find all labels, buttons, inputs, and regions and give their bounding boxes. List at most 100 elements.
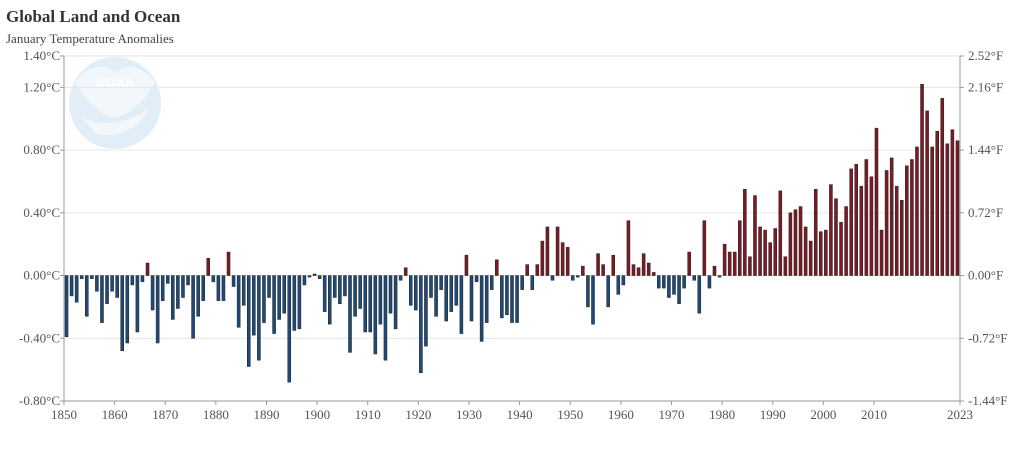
- bar-2014: [894, 185, 899, 276]
- bar-1936: [500, 275, 504, 319]
- bar-1974: [692, 275, 697, 281]
- bar-1881: [221, 275, 226, 301]
- bar-1981: [727, 251, 732, 276]
- bar-1892: [277, 275, 281, 320]
- bar-1978: [712, 265, 717, 276]
- bar-2000: [824, 229, 828, 276]
- bar-1864: [135, 275, 140, 333]
- bar-1928: [459, 275, 464, 334]
- bar-1853: [79, 275, 84, 279]
- bar-2005: [849, 168, 853, 276]
- bar-1858: [105, 275, 109, 305]
- bar-2001: [829, 184, 833, 276]
- y-tick-label-left: 0.00°C: [23, 268, 60, 283]
- bar-1965: [646, 262, 651, 276]
- bar-1944: [540, 240, 545, 276]
- bar-1875: [191, 275, 195, 339]
- bar-2012: [884, 170, 889, 276]
- bar-1998: [813, 189, 818, 276]
- y-tick-label-left: 0.80°C: [23, 142, 60, 157]
- bar-1882: [226, 251, 231, 276]
- bar-1857: [100, 275, 104, 323]
- bar-1938: [510, 275, 514, 323]
- bar-1984: [743, 189, 747, 276]
- bar-1876: [196, 275, 200, 317]
- bar-2024: [945, 143, 950, 276]
- y-tick-label-right: 0.00°F: [968, 268, 1003, 283]
- bar-1950: [570, 275, 575, 281]
- bar-1904: [338, 275, 342, 305]
- bar-1940: [520, 275, 524, 290]
- bar-2025: [950, 129, 955, 276]
- y-tick-label-left: 1.20°C: [23, 79, 60, 94]
- bar-1973: [687, 251, 691, 276]
- x-tick-label: 1870: [152, 407, 178, 422]
- bar-2023: [940, 98, 945, 276]
- bar-1903: [333, 275, 337, 298]
- bar-2011: [879, 229, 884, 276]
- x-tick-label: 1910: [355, 407, 381, 422]
- bar-1851: [69, 275, 74, 297]
- bar-1952: [581, 265, 585, 276]
- bar-1919: [414, 275, 418, 311]
- bar-1855: [90, 275, 94, 279]
- bar-1983: [738, 220, 742, 276]
- bar-1897: [302, 275, 307, 286]
- bar-2013: [889, 157, 894, 276]
- y-tick-label-left: -0.40°C: [19, 330, 60, 345]
- bar-1997: [808, 240, 813, 276]
- bar-1980: [722, 243, 727, 276]
- bar-1941: [525, 264, 529, 276]
- bar-2022: [935, 131, 939, 276]
- bar-1931: [474, 275, 479, 283]
- bar-1874: [186, 275, 190, 286]
- x-tick-label: 1850: [51, 407, 77, 422]
- bar-1999: [819, 231, 823, 276]
- bar-1902: [327, 275, 332, 325]
- y-tick-label-left: 1.40°C: [23, 48, 60, 63]
- bar-2008: [864, 159, 869, 276]
- y-tick-label-left: -0.80°C: [19, 393, 60, 408]
- bar-2018: [915, 146, 919, 276]
- bar-2010: [874, 127, 879, 276]
- bar-1912: [378, 275, 383, 325]
- y-tick-label-right: 0.72°F: [968, 205, 1003, 220]
- bar-1971: [677, 275, 681, 305]
- x-tick-label: 2000: [810, 407, 836, 422]
- x-tick-label: 1940: [507, 407, 533, 422]
- bar-1991: [778, 190, 783, 276]
- bar-1879: [211, 275, 216, 283]
- svg-text:NOAA: NOAA: [96, 75, 135, 90]
- bar-1943: [535, 264, 540, 276]
- bar-1956: [601, 264, 605, 276]
- bar-1925: [444, 275, 448, 322]
- x-tick-label: 1930: [456, 407, 482, 422]
- bar-1886: [247, 275, 251, 367]
- bar-1942: [530, 275, 535, 290]
- bar-1934: [489, 275, 494, 290]
- bar-1883: [231, 275, 236, 287]
- bar-1915: [393, 275, 398, 330]
- bar-1859: [110, 275, 114, 292]
- x-tick-label: 1990: [760, 407, 786, 422]
- bar-1898: [307, 275, 312, 278]
- x-tick-label: 1980: [709, 407, 735, 422]
- bar-2015: [900, 200, 904, 276]
- bar-1920: [419, 275, 423, 374]
- bar-1989: [768, 242, 772, 276]
- chart-subtitle: January Temperature Anomalies: [6, 31, 174, 46]
- bar-2021: [930, 146, 934, 276]
- bar-2007: [859, 185, 864, 276]
- bar-1947: [555, 226, 560, 276]
- bar-1961: [626, 220, 631, 276]
- bar-2020: [925, 110, 929, 276]
- bar-2002: [834, 198, 838, 276]
- bar-2026: [955, 140, 960, 276]
- x-tick-label: 1890: [253, 407, 279, 422]
- bar-1957: [606, 275, 610, 308]
- bar-1948: [560, 242, 565, 276]
- bar-1895: [292, 275, 297, 331]
- bar-1905: [343, 275, 347, 297]
- bar-1850: [64, 275, 69, 337]
- bar-1958: [611, 254, 616, 276]
